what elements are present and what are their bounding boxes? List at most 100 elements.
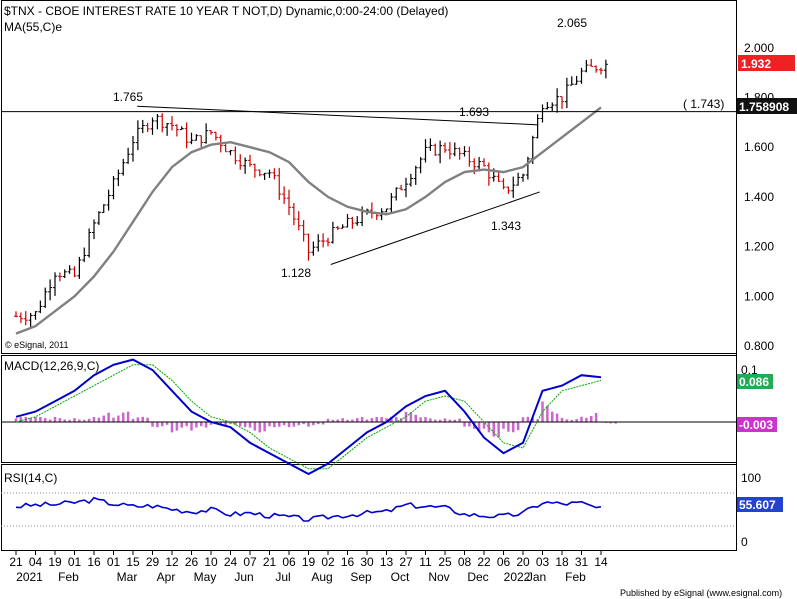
price-bar xyxy=(311,241,316,256)
x-day-label: 19 xyxy=(302,555,316,569)
x-day-label: 12 xyxy=(165,555,179,569)
price-bar xyxy=(194,134,199,141)
price-bar xyxy=(101,204,106,213)
price-bar xyxy=(574,75,579,85)
price-bar xyxy=(252,163,257,178)
price-bar xyxy=(560,96,564,109)
x-day-label: 02 xyxy=(321,555,335,569)
price-bar xyxy=(418,157,423,174)
price-bar xyxy=(296,211,301,231)
price-bar xyxy=(569,76,574,86)
level-tag: 1.758908 xyxy=(737,98,797,114)
price-bar xyxy=(77,256,82,279)
price-bar xyxy=(43,287,48,308)
price-bar xyxy=(516,172,521,186)
price-bar xyxy=(545,102,550,110)
footer-background xyxy=(560,586,797,599)
rsi-label: RSI(14,C) xyxy=(4,471,57,485)
price-bar xyxy=(350,216,355,229)
price-tick-label: 1.400 xyxy=(744,190,774,204)
x-day-label: 19 xyxy=(48,555,62,569)
x-day-label: 21 xyxy=(9,555,23,569)
price-bar xyxy=(564,77,569,109)
last-price-tag: 1.932 xyxy=(738,55,795,71)
price-bar xyxy=(579,67,584,84)
rsi-value: 55.607 xyxy=(739,498,776,512)
price-bars xyxy=(14,58,608,327)
price-bar xyxy=(399,184,404,191)
price-bar xyxy=(228,149,233,156)
price-bar xyxy=(423,139,428,163)
price-bar xyxy=(394,187,399,201)
macd-line xyxy=(15,358,602,476)
price-bar xyxy=(267,169,272,178)
price-tick-label: 0.800 xyxy=(744,339,774,353)
price-bar xyxy=(150,117,155,135)
price-bar xyxy=(316,234,321,252)
publisher-note: Published by eSignal (www.esignal.com) xyxy=(620,588,782,598)
ma-line xyxy=(15,106,602,335)
price-bar xyxy=(291,203,296,226)
rsi-tick-0: 0 xyxy=(741,535,748,549)
macd-value: 0.086 xyxy=(739,375,769,389)
x-day-label: 22 xyxy=(477,555,491,569)
price-bar xyxy=(106,189,111,211)
price-bar xyxy=(428,138,433,151)
price-bar xyxy=(213,131,218,141)
price-bar xyxy=(277,167,282,200)
price-bar xyxy=(170,116,174,131)
price-bar xyxy=(174,124,179,137)
price-bar xyxy=(189,132,194,145)
rsi-line xyxy=(15,496,602,522)
price-bar xyxy=(238,154,243,170)
price-bar xyxy=(204,123,209,144)
price-bar xyxy=(506,186,511,194)
price-bar xyxy=(594,65,599,73)
price-bar xyxy=(57,272,62,282)
macd-value-tag: 0.086 xyxy=(737,374,773,389)
price-bar xyxy=(126,147,131,164)
annotation-high-february: 2.065 xyxy=(557,16,587,30)
pane-frames xyxy=(1,0,737,551)
x-month-label: Feb xyxy=(58,570,79,584)
price-bar xyxy=(540,104,545,123)
price-bar xyxy=(121,158,126,176)
price-bar xyxy=(92,219,96,240)
price-bar xyxy=(262,172,267,180)
x-day-label: 14 xyxy=(594,555,608,569)
trendline xyxy=(330,191,540,265)
x-day-label: 13 xyxy=(380,555,394,569)
price-bar xyxy=(53,272,57,296)
x-month-label: Nov xyxy=(428,570,449,584)
price-bar xyxy=(340,224,345,229)
price-bar xyxy=(457,147,462,160)
price-bar xyxy=(18,312,23,324)
x-month-label: 2021 xyxy=(16,570,43,584)
price-bar xyxy=(243,157,248,174)
price-bar xyxy=(33,311,38,320)
rsi-tick-100: 100 xyxy=(741,471,761,485)
macd-label: MACD(12,26,9,C) xyxy=(4,359,99,373)
annotation-high-december: 1.693 xyxy=(459,105,489,119)
x-day-label: 27 xyxy=(399,555,413,569)
price-tick-label: 1.000 xyxy=(744,289,774,303)
x-day-label: 16 xyxy=(87,555,101,569)
price-bar xyxy=(477,156,482,172)
x-month-label: Jul xyxy=(275,570,290,584)
x-day-label: 18 xyxy=(555,555,569,569)
price-bar xyxy=(38,300,43,314)
x-day-label: 06 xyxy=(497,555,511,569)
price-bar xyxy=(584,59,589,73)
price-bar xyxy=(482,158,486,167)
x-month-label: Jan xyxy=(527,570,546,584)
x-month-label: Jun xyxy=(234,570,253,584)
price-bar xyxy=(321,233,326,248)
price-bar xyxy=(48,279,53,301)
price-bar xyxy=(145,122,150,132)
chart-title: $TNX - CBOE INTEREST RATE 10 YEAR T NOT,… xyxy=(4,4,448,18)
level-note: ( 1.743) xyxy=(683,97,724,111)
rsi-value-tag: 55.607 xyxy=(737,497,783,512)
price-bar xyxy=(447,141,452,160)
